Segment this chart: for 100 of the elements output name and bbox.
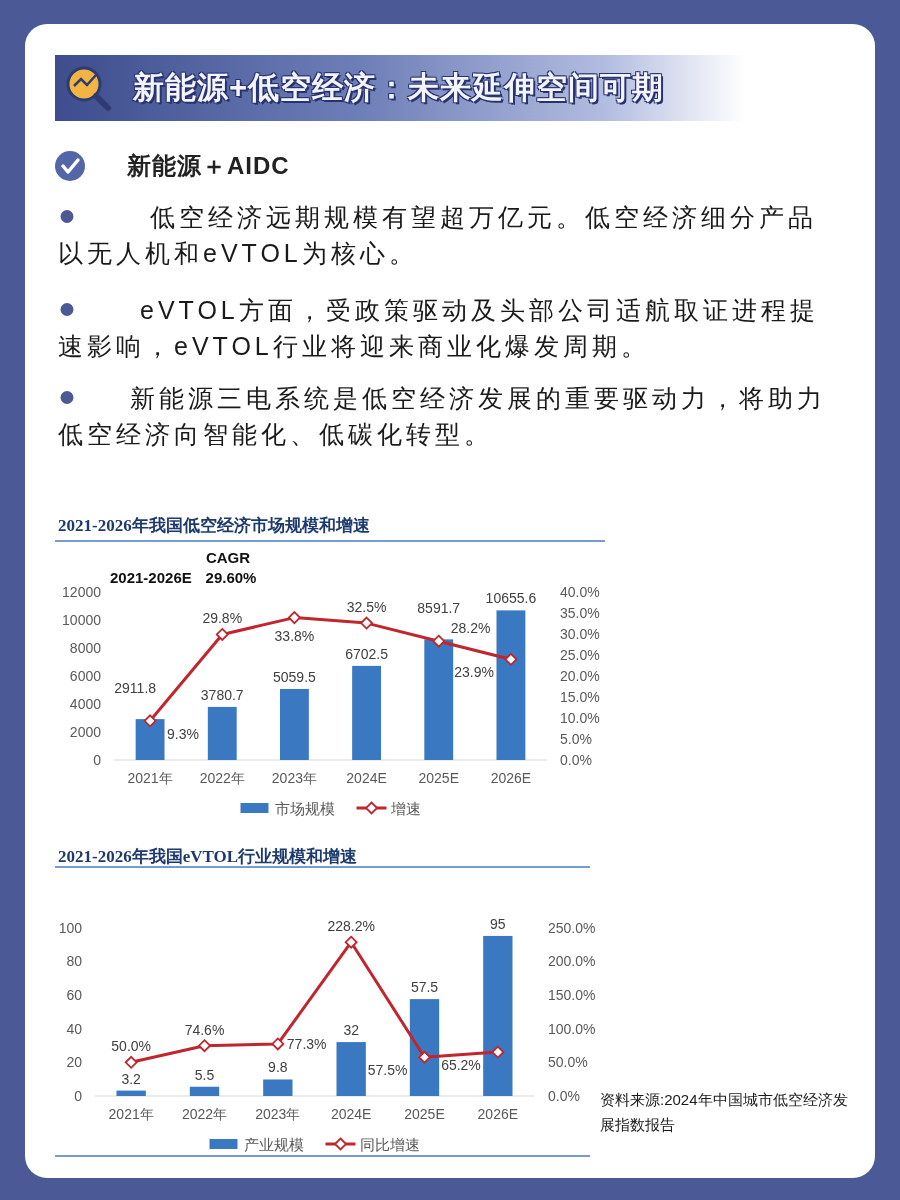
y2-tick-label: 50.0%: [548, 1054, 588, 1071]
data-label: 57.5: [410, 979, 439, 996]
data-label: 32.5%: [346, 599, 387, 616]
point: [215, 628, 229, 641]
bar: [409, 999, 440, 1096]
y2-tick-label: 200.0%: [548, 953, 596, 970]
point: [432, 634, 446, 648]
x-tick-label: 2023年: [271, 770, 317, 786]
data-label: 3780.7: [200, 686, 244, 703]
data-label: 6702.5: [345, 645, 389, 662]
legend-label: 市场规模: [274, 800, 335, 817]
bar: [135, 719, 165, 760]
bar: [424, 639, 454, 760]
bar: [336, 1042, 366, 1096]
data-label: 77.3%: [286, 1035, 327, 1052]
text: 2021-2026E: [110, 569, 192, 586]
y-tick-label: 2000: [69, 723, 102, 740]
point: [360, 616, 373, 630]
y-tick-label: 100: [58, 919, 83, 936]
point: [491, 1045, 505, 1059]
point: [198, 1039, 211, 1053]
text: 29.60%: [205, 569, 257, 586]
point: [288, 611, 301, 625]
x-tick-label: 2025E: [418, 770, 459, 786]
y2-tick-label: 0.0%: [560, 752, 592, 768]
data-label: 33.8%: [274, 627, 315, 644]
y2-tick-label: 30.0%: [560, 625, 600, 642]
bar: [483, 935, 513, 1096]
bar: [279, 688, 309, 760]
y-tick-label: 40: [66, 1020, 83, 1037]
x-tick-label: 2026E: [490, 770, 532, 786]
y2-tick-label: 40.0%: [560, 583, 600, 600]
x-tick-label: 2026E: [477, 1106, 519, 1122]
text: 资料来源:2024年中国城市低空经济发展指数报告: [600, 1090, 849, 1135]
data-label: 74.6%: [184, 1021, 225, 1038]
point: [344, 935, 358, 949]
bar: [189, 1086, 220, 1096]
data-label: 8591.7: [417, 600, 461, 617]
data-label: 3.2: [121, 1070, 142, 1087]
y-tick-label: 80: [66, 953, 83, 970]
legend-label: 产业规模: [243, 1136, 304, 1153]
x-tick-label: 2022年: [199, 770, 245, 786]
point: [418, 1050, 431, 1064]
text: 新能源＋AIDC: [127, 151, 290, 181]
text: eVTOL方面，受政策驱动及头部公司适航取证进程提速影响，eVTOL行业将迎来商业化爆发周期。: [58, 294, 820, 362]
data-label: 5059.5: [273, 668, 317, 685]
x-tick-label: 2022年: [181, 1106, 228, 1122]
bar: [116, 1090, 146, 1096]
bar: [496, 610, 526, 760]
y2-tick-label: 10.0%: [560, 709, 600, 726]
data-label: 29.8%: [202, 610, 243, 627]
y-tick-label: 20: [66, 1054, 83, 1071]
point: [271, 1037, 285, 1051]
y-tick-label: 60: [66, 986, 83, 1003]
y2-tick-label: 250.0%: [548, 919, 596, 936]
text: CAGR: [205, 549, 251, 566]
y-tick-label: 0: [93, 752, 102, 768]
data-label: 10655.6: [485, 590, 537, 607]
text: 新能源三电系统是低空经济发展的重要驱动力，将助力低空经济向智能化、低碳化转型。: [58, 382, 827, 450]
legend-label: 同比增速: [359, 1136, 420, 1153]
data-label: 9.3%: [167, 725, 200, 742]
text: 新能源+低空经济：未来延伸空间可期: [133, 69, 665, 107]
bar: [263, 1079, 293, 1096]
x-tick-label: 2021年: [127, 770, 173, 786]
y-tick-label: 4000: [69, 695, 102, 712]
x-tick-label: 2025E: [404, 1106, 445, 1122]
y2-tick-label: 15.0%: [560, 688, 600, 705]
data-label: 50.0%: [111, 1038, 152, 1055]
x-tick-label: 2024E: [346, 770, 387, 786]
x-tick-label: 2021年: [108, 1106, 154, 1122]
point: [504, 652, 518, 666]
data-label: 9.8: [268, 1059, 288, 1076]
y2-tick-label: 20.0%: [560, 667, 600, 684]
data-label: 5.5: [194, 1066, 215, 1083]
x-tick-label: 2024E: [330, 1106, 372, 1122]
y-tick-label: 12000: [62, 583, 102, 600]
y-tick-label: 8000: [69, 639, 102, 656]
y2-tick-label: 25.0%: [560, 646, 600, 663]
bar: [352, 665, 382, 760]
data-label: 228.2%: [327, 918, 375, 935]
y2-tick-label: 150.0%: [548, 986, 596, 1003]
y2-tick-label: 100.0%: [548, 1020, 596, 1037]
x-tick-label: 2023年: [255, 1106, 301, 1122]
data-label: 95: [490, 915, 506, 932]
y2-tick-label: 5.0%: [560, 730, 592, 747]
y2-tick-label: 35.0%: [560, 604, 600, 621]
point: [143, 714, 157, 728]
data-label: 32: [343, 1022, 360, 1039]
bar: [207, 706, 237, 760]
y-tick-label: 0: [74, 1088, 83, 1104]
point: [124, 1055, 138, 1069]
text: 低空经济远期规模有望超万亿元。低空经济细分产品以无人机和eVTOL为核心。: [58, 201, 818, 269]
data-label: 28.2%: [450, 620, 491, 637]
data-label: 57.5%: [367, 1062, 408, 1079]
y2-tick-label: 0.0%: [548, 1088, 580, 1104]
data-label: 65.2%: [441, 1057, 481, 1074]
chart-title: 2021-2026年我国低空经济市场规模和增速: [58, 516, 370, 535]
data-label: 2911.8: [114, 680, 157, 697]
y-tick-label: 6000: [69, 667, 102, 684]
legend-label: 增速: [389, 800, 421, 817]
